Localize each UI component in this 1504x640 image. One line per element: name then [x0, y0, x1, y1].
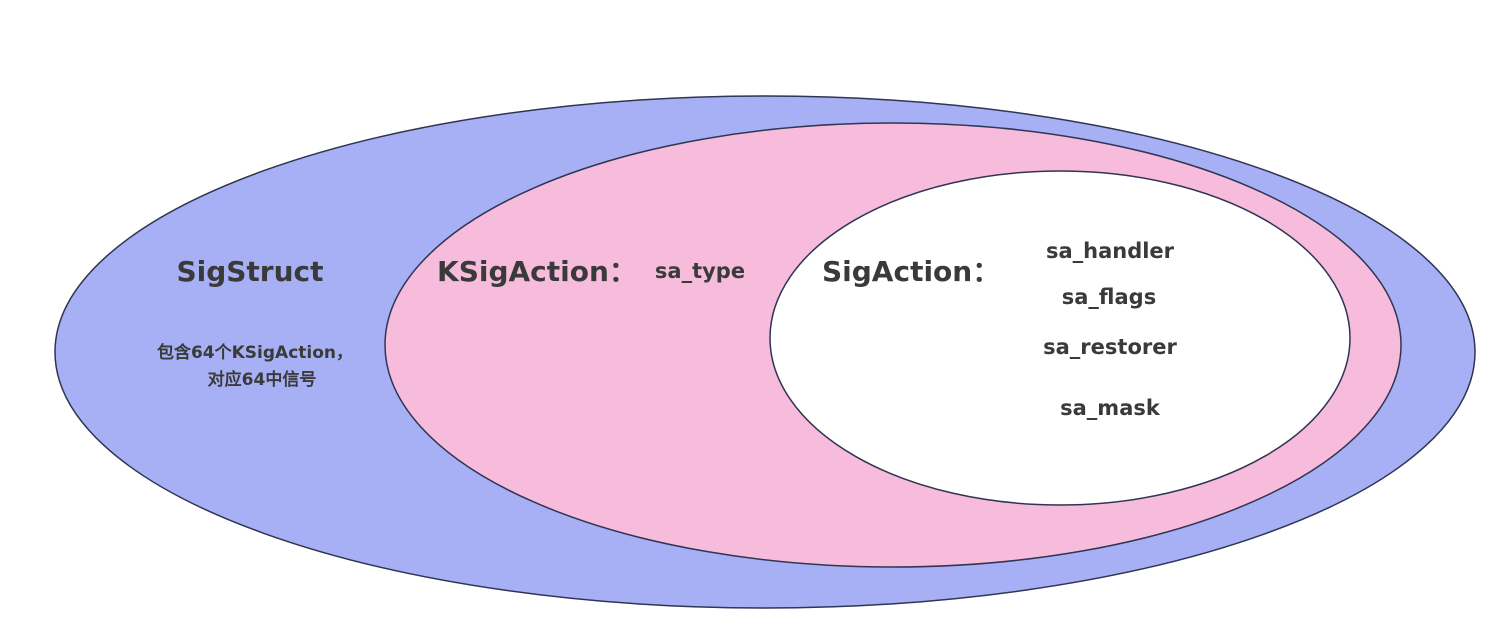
sigaction-field-sa-flags: sa_flags	[1062, 285, 1156, 309]
sigstruct-desc-line2: 对应64中信号	[208, 369, 317, 390]
ksigaction-field-sa-type: sa_type	[655, 259, 745, 283]
sigaction-field-sa-restorer: sa_restorer	[1043, 335, 1177, 359]
sigaction-field-sa-handler: sa_handler	[1046, 239, 1175, 263]
sigstruct-title: SigStruct	[176, 255, 323, 288]
sigaction-ellipse	[769, 170, 1351, 506]
ksigaction-title: KSigAction：	[437, 255, 637, 288]
sigaction-title: SigAction：	[822, 255, 1000, 288]
sigaction-field-sa-mask: sa_mask	[1060, 396, 1161, 420]
sigstruct-desc-line1: 包含64个KSigAction，	[157, 342, 353, 363]
